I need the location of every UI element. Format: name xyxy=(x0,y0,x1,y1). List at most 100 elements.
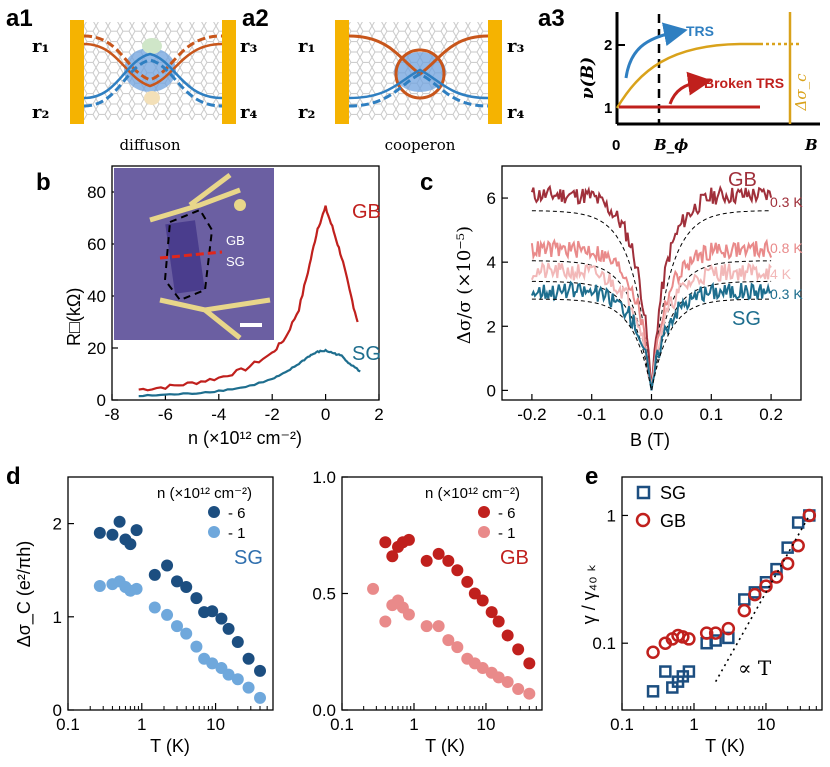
chart-d-left-point xyxy=(222,668,235,681)
delta-sigma-label: Δσ_c xyxy=(792,73,810,112)
chart-e-point xyxy=(781,541,794,554)
legend-label-gb-1: - 1 xyxy=(498,525,516,542)
legend-marker-gb-6 xyxy=(478,506,490,518)
a3-ytick-2: 2 xyxy=(604,37,612,54)
inset-label-gb: GB xyxy=(226,233,245,248)
chart-c-fit-0 xyxy=(531,210,772,391)
chart-e-point xyxy=(770,562,783,576)
nu-b-diagram: ν(B) 2 1 0 B_ϕ B TRS Broken TRS Δσ_c xyxy=(578,12,820,154)
terminal-r3-a1: r₃ xyxy=(240,36,257,57)
chart-c-label-sg-03: 0.3 K xyxy=(770,286,803,302)
chart-d-right-point xyxy=(402,533,415,546)
chart-e-xlabel: T (K) xyxy=(705,736,745,756)
blue-path-a2-2 xyxy=(348,68,489,100)
chart-b-ytick-label: 20 xyxy=(87,339,106,358)
chart-c-line-0 xyxy=(530,184,773,391)
panel-label-e: e xyxy=(585,463,598,490)
chart-b-ytick-label: 0 xyxy=(97,391,106,410)
terminal-r2-a1: r₂ xyxy=(32,102,49,123)
chart-e-point xyxy=(780,556,795,571)
left-contact-a2 xyxy=(335,20,349,124)
chart-e-point xyxy=(769,570,784,584)
diffuson-diagram: diffuson xyxy=(70,20,236,154)
chart-e-point xyxy=(659,665,672,678)
chart-e-ytick-label: 1 xyxy=(607,506,616,525)
chart-e-xtick-label: 0.1 xyxy=(610,715,634,734)
chart-d-left-point xyxy=(190,640,203,653)
chart-d-left-point xyxy=(242,681,255,694)
chart-d-right-point xyxy=(420,554,433,567)
chart-d-left-group-label: SG xyxy=(234,547,263,569)
scatter-center-a1 xyxy=(142,38,162,54)
chart-c-fit-2 xyxy=(531,280,772,391)
chart-d-left-point xyxy=(93,526,106,539)
grain-boundary-line xyxy=(159,250,223,260)
chart-d-right-point xyxy=(476,594,489,607)
terminal-r4-a2: r₄ xyxy=(507,102,524,123)
chart-d-left-point xyxy=(242,652,255,665)
chart-e-ylabel: γ / γ₄₀ ₖ xyxy=(579,564,599,625)
chart-d-right-ytick-label: 1.0 xyxy=(312,468,336,487)
panel-label-a2: a2 xyxy=(242,5,269,32)
legend-label-e-gb: GB xyxy=(660,511,686,531)
chart-e-point xyxy=(737,603,752,618)
chart-d-left-xtick-label: 10 xyxy=(206,715,225,734)
chart-d-left-ylabel: Δσ_C (e²/πh) xyxy=(14,541,35,648)
chart-d-left-point xyxy=(113,515,126,528)
panel-label-a1: a1 xyxy=(6,5,33,32)
chart-c-xlabel: B (T) xyxy=(630,430,670,450)
chart-c-label-gb: GB xyxy=(728,169,757,191)
chart-e-xtick-label: 1 xyxy=(689,715,698,734)
chart-e-ytick-label: 0.1 xyxy=(592,634,616,653)
chart-c-ytick-label: 6 xyxy=(487,189,496,208)
chart-c-ytick-label: 2 xyxy=(487,317,496,336)
legend-label-sg-1: - 1 xyxy=(228,525,246,542)
chart-d-right-point xyxy=(492,615,505,628)
a3-xtick-0: 0 xyxy=(612,137,620,154)
left-contact-a1 xyxy=(70,20,84,124)
chart-d-left-ytick-label: 2 xyxy=(53,515,62,534)
terminal-r1-a1: r₁ xyxy=(32,36,49,57)
chart-d-right-point xyxy=(432,547,445,560)
chart-d-left-point xyxy=(231,635,244,648)
chart-b-frame xyxy=(111,165,380,401)
micrograph-electrodes xyxy=(149,173,271,340)
chart-e-point xyxy=(646,685,660,698)
chart-e-point xyxy=(708,626,723,640)
caption-diffuson: diffuson xyxy=(119,136,180,154)
chart-d-left-point xyxy=(161,608,174,621)
broken-trs-arrow xyxy=(668,71,712,105)
chart-b-xtick-label: -6 xyxy=(158,405,173,424)
chart-b: R□(kΩ) n (×10¹² cm⁻²) GB SG -8 -6 -4 -2 0 202… xyxy=(64,165,384,448)
chart-d-right-group-label: GB xyxy=(500,547,529,569)
chart-e-point xyxy=(748,587,762,602)
chart-b-label-sg: SG xyxy=(352,343,381,365)
chart-d-left-point xyxy=(130,582,143,595)
chart-b-xtick-label: 2 xyxy=(374,405,383,424)
chart-b-xtick-label: 0 xyxy=(321,405,330,424)
chart-d-left-point xyxy=(124,538,137,551)
chart-d-left-frame xyxy=(67,476,274,711)
terminal-r1-a2: r₁ xyxy=(298,36,315,57)
right-contact-a1 xyxy=(222,20,236,124)
legend-marker-sg-1 xyxy=(208,526,220,538)
chart-b-ytick-label: 40 xyxy=(87,287,106,306)
chart-b-line-sg xyxy=(138,348,361,398)
chart-e-point xyxy=(791,516,805,529)
chart-d-left-point xyxy=(106,528,119,541)
chart-e: γ / γ₄₀ ₖ T (K) SG GB ∝ T 0.1 1 10 0.1 1 xyxy=(579,476,823,756)
trs-label: TRS xyxy=(686,23,714,39)
chart-b-line-gb xyxy=(138,205,359,392)
chart-b-ylabel: R□(kΩ) xyxy=(64,288,84,346)
chart-d-right-xtick-label: 0.1 xyxy=(330,715,354,734)
inset-label-sg: SG xyxy=(226,254,245,269)
chart-d-left-point xyxy=(206,605,219,618)
chart-d-right-point xyxy=(476,662,489,675)
chart-d-right-point xyxy=(442,634,455,647)
orange-path-a1 xyxy=(83,34,223,82)
chart-d-left-point xyxy=(206,657,219,670)
chart-c-xtick-label: -0.1 xyxy=(577,405,606,424)
cooperon-diagram: cooperon xyxy=(335,20,502,154)
chart-c-ytick-label: 4 xyxy=(487,253,496,272)
chart-d-right-point xyxy=(442,554,455,567)
